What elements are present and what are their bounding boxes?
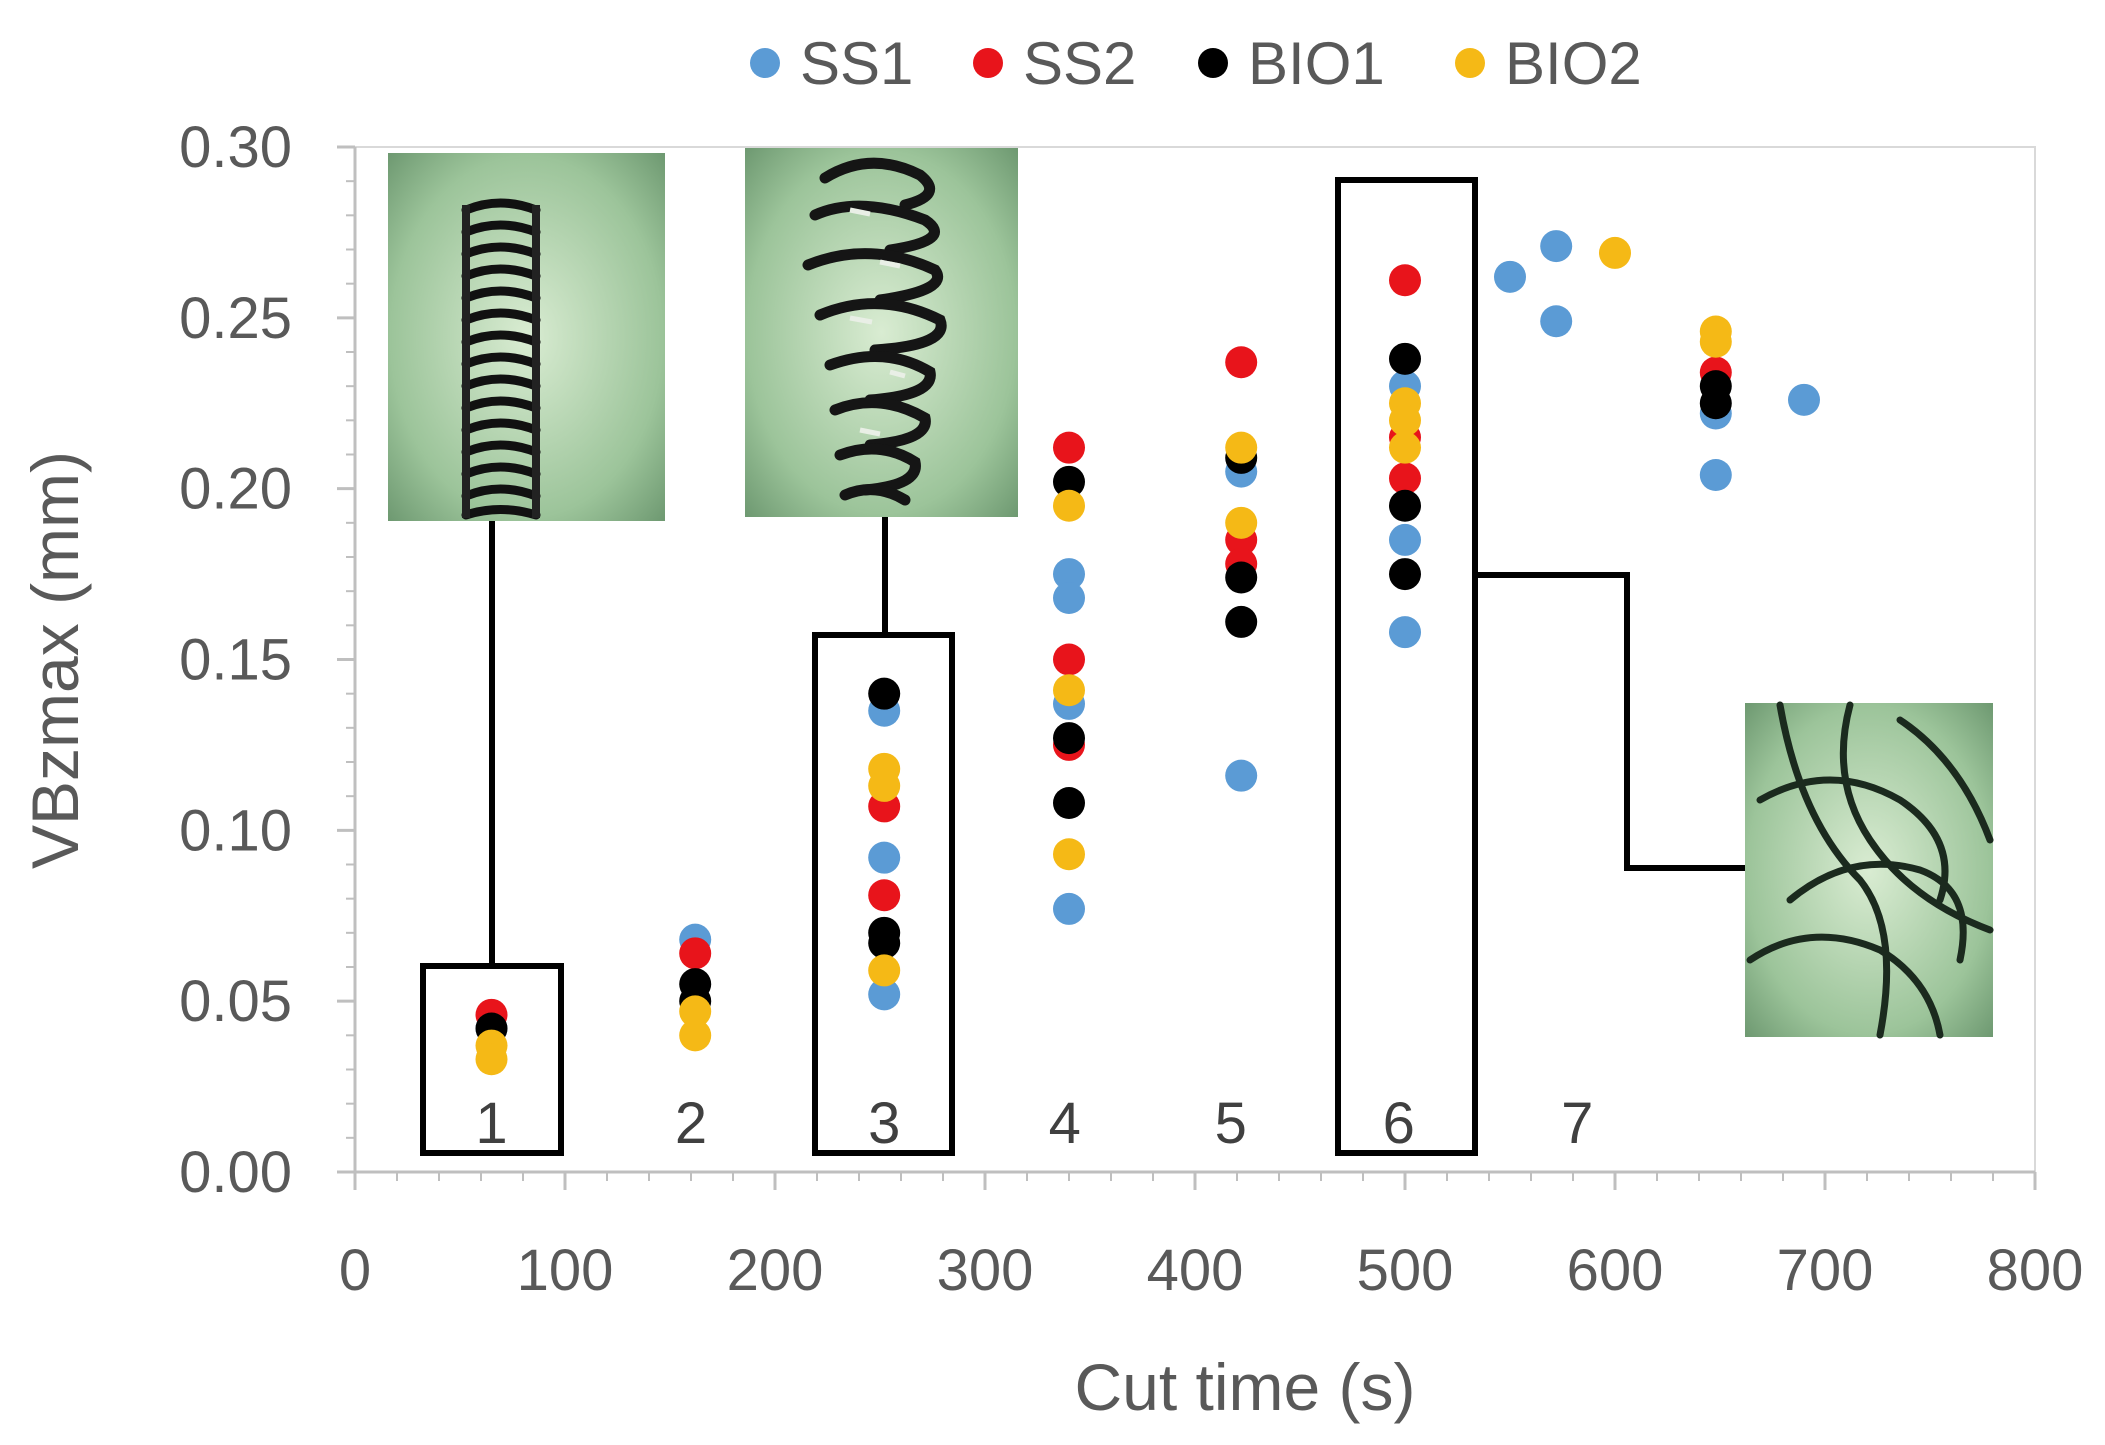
stage-labels: 1 2 3 4 5 6 7 (475, 1091, 1593, 1156)
data-point-bio1 (1389, 489, 1421, 522)
data-point-bio2 (679, 995, 712, 1028)
x-tick-label: 600 (1567, 1238, 1664, 1303)
x-tick-labels: 0 100 200 300 400 500 600 700 800 (339, 1238, 2084, 1303)
data-point-ss1 (1699, 459, 1732, 491)
data-point-bio2 (868, 769, 901, 802)
legend-marker-ss2 (973, 48, 1003, 78)
data-point-bio1 (1389, 558, 1421, 591)
stage-label: 3 (868, 1091, 900, 1156)
chip-photo-stage-6 (1745, 701, 1994, 1039)
y-tick-label: 0.20 (179, 457, 292, 522)
legend-label-ss2: SS2 (1023, 30, 1136, 97)
data-point-bio2 (1225, 506, 1258, 539)
legend-marker-ss1 (750, 48, 780, 78)
x-tick-label: 700 (1777, 1238, 1874, 1303)
stage-label: 4 (1049, 1091, 1081, 1156)
x-tick-label: 200 (727, 1238, 824, 1303)
data-point-bio1 (868, 677, 901, 710)
y-tick-label: 0.15 (179, 628, 292, 693)
data-point-ss1 (1053, 582, 1085, 614)
data-point-bio1 (1053, 722, 1085, 755)
data-point-ss2 (1225, 346, 1258, 379)
y-tick-label: 0.00 (179, 1140, 292, 1205)
data-point-bio1 (1053, 787, 1085, 819)
data-point-ss1 (868, 841, 901, 874)
data-point-bio2 (1389, 431, 1421, 464)
data-point-bio1 (868, 927, 901, 960)
stage-label: 6 (1383, 1091, 1415, 1156)
y-tick-label: 0.25 (179, 286, 292, 351)
data-point-ss1 (1389, 523, 1421, 556)
legend-label-bio2: BIO2 (1505, 30, 1642, 97)
data-point-ss1 (1389, 616, 1421, 649)
stage-label: 2 (675, 1091, 707, 1156)
x-tick-label: 800 (1987, 1238, 2084, 1303)
legend-label-ss1: SS1 (800, 30, 913, 97)
data-point-ss1 (1494, 260, 1526, 293)
data-point-ss2 (1389, 264, 1421, 297)
data-point-bio2 (475, 1043, 508, 1076)
x-tick-label: 0 (339, 1238, 371, 1303)
y-tick-label: 0.30 (179, 115, 292, 180)
legend-marker-bio2 (1455, 48, 1485, 78)
data-point-ss1 (1053, 558, 1085, 591)
data-point-bio2 (1599, 236, 1631, 269)
data-point-bio1 (1389, 342, 1421, 375)
data-point-ss2 (1389, 462, 1421, 495)
x-tick-label: 500 (1357, 1238, 1454, 1303)
data-points (475, 230, 1820, 1076)
stage-6-connector (1475, 572, 1745, 871)
stage-label: 1 (475, 1091, 507, 1156)
data-point-bio2 (1389, 404, 1421, 437)
data-point-bio2 (1053, 838, 1085, 871)
y-tick-labels: 0.00 0.05 0.10 0.15 0.20 0.25 0.30 (179, 115, 292, 1205)
data-point-ss2 (679, 937, 712, 970)
x-tick-label: 300 (937, 1238, 1034, 1303)
data-point-ss1 (1540, 230, 1573, 263)
y-tick-label: 0.05 (179, 969, 292, 1034)
data-point-bio2 (868, 954, 901, 987)
y-tick-label: 0.10 (179, 798, 292, 863)
data-point-bio1 (1699, 387, 1732, 420)
data-point-bio1 (1225, 605, 1258, 638)
data-point-ss2 (1053, 643, 1085, 676)
legend-marker-bio1 (1198, 48, 1228, 78)
data-point-bio2 (1699, 325, 1732, 358)
x-tick-label: 100 (517, 1238, 614, 1303)
x-tick-label: 400 (1147, 1238, 1244, 1303)
legend: SS1 SS2 BIO1 BIO2 (750, 30, 1642, 97)
stage-label: 7 (1561, 1091, 1593, 1156)
data-point-bio2 (1053, 674, 1085, 707)
stage-annotations (420, 177, 1745, 1156)
chip-photo-stage-3 (745, 148, 1018, 517)
major-ticks (337, 145, 2037, 1190)
data-point-bio2 (1053, 489, 1085, 522)
stage-label: 5 (1215, 1091, 1247, 1156)
data-point-bio1 (1053, 465, 1085, 498)
y-axis-title: VBzmax (mm) (18, 451, 92, 869)
data-point-ss1 (1540, 305, 1573, 338)
data-point-ss1 (1225, 759, 1258, 792)
data-point-bio2 (1225, 431, 1258, 464)
stage-6-box (1335, 177, 1478, 1156)
data-point-ss2 (1053, 431, 1085, 464)
legend-label-bio1: BIO1 (1248, 30, 1385, 97)
data-point-ss2 (868, 879, 901, 912)
data-point-ss1 (1053, 892, 1085, 925)
data-point-bio1 (1225, 561, 1258, 594)
data-point-ss1 (1788, 383, 1820, 416)
data-point-bio2 (679, 1019, 712, 1052)
data-point-ss1 (868, 978, 901, 1011)
x-axis-title: Cut time (s) (1074, 1350, 1415, 1424)
chip-photo-stage-1 (388, 153, 665, 521)
